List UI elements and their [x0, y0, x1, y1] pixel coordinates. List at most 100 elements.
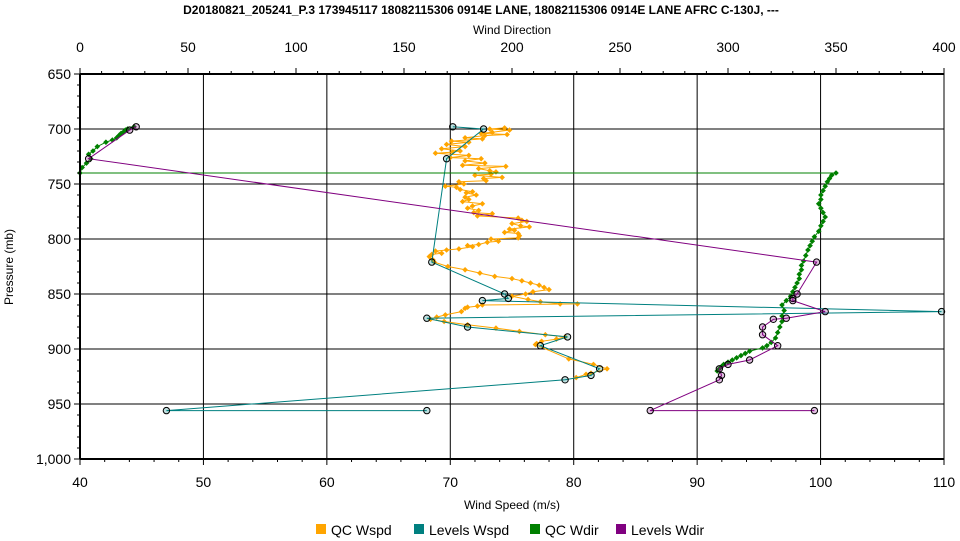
data-point-qc-wspd	[519, 278, 525, 284]
data-point-qc-wspd	[426, 253, 433, 260]
data-point-qc-wspd	[438, 146, 445, 152]
data-point-qc-wspd	[501, 125, 508, 131]
data-point-qc-wspd	[530, 289, 536, 295]
x-top-tick-label: 0	[76, 39, 84, 55]
data-point-levels-wdir	[724, 360, 732, 369]
x-top-tick-label: 150	[392, 39, 416, 55]
data-point-qc-wspd	[517, 223, 524, 229]
data-point-qc-wspd	[464, 242, 471, 249]
legend-item-qc-wdir: QC Wdir	[530, 522, 599, 538]
data-point-qc-wdir	[818, 196, 824, 203]
data-point-qc-wspd	[464, 205, 471, 211]
data-point-qc-wspd	[438, 250, 445, 257]
data-point-qc-wspd	[574, 301, 581, 307]
data-point-qc-wspd	[428, 251, 435, 258]
legend-swatch-levels-wdir	[616, 524, 626, 534]
data-point-qc-wdir	[798, 262, 805, 269]
series-levels-wdir	[84, 123, 829, 415]
data-point-qc-wspd	[433, 314, 440, 320]
series-line-levels-wspd	[166, 126, 942, 412]
data-point-levels-wspd	[595, 365, 604, 373]
y-tick-label: 850	[48, 286, 72, 302]
data-point-qc-wspd	[462, 158, 468, 164]
legend: QC Wspd Levels Wspd QC Wdir Levels Wdir	[316, 522, 704, 538]
data-point-qc-wdir	[729, 357, 736, 363]
x-top-tick-label: 400	[932, 39, 956, 55]
data-point-qc-wspd	[459, 198, 466, 205]
data-point-qc-wspd	[516, 328, 523, 335]
data-point-qc-wspd	[463, 190, 470, 196]
data-point-qc-wspd	[456, 179, 462, 185]
x-bottom-tick-label: 100	[809, 474, 833, 490]
data-point-qc-wdir	[796, 275, 803, 282]
data-point-qc-wdir	[818, 205, 824, 211]
legend-swatch-qc-wspd	[316, 524, 326, 534]
y-tick-label: 700	[48, 121, 72, 137]
data-point-qc-wdir	[94, 143, 101, 150]
data-point-qc-wspd	[499, 174, 505, 181]
data-point-levels-wspd	[463, 323, 472, 331]
data-point-levels-wspd	[428, 258, 436, 266]
data-point-qc-wspd	[522, 291, 529, 297]
data-point-levels-wdir	[821, 307, 829, 316]
data-point-qc-wspd	[493, 169, 499, 175]
data-point-levels-wdir	[758, 331, 767, 339]
data-point-qc-wdir	[118, 130, 124, 137]
data-point-qc-wspd	[525, 296, 531, 303]
legend-label-levels-wdir: Levels Wdir	[631, 522, 704, 538]
data-point-qc-wspd	[488, 236, 494, 242]
data-point-qc-wspd	[462, 267, 468, 273]
data-point-qc-wspd	[486, 168, 493, 174]
data-point-qc-wspd	[526, 224, 533, 230]
data-point-qc-wspd	[443, 141, 450, 148]
x-bottom-tick-label: 90	[689, 474, 705, 490]
data-point-qc-wspd	[466, 196, 472, 203]
y-tick-label: 1,000	[36, 451, 71, 467]
data-point-qc-wdir	[798, 267, 805, 273]
y-tick-label: 950	[48, 396, 72, 412]
data-point-qc-wspd	[495, 238, 502, 244]
data-point-qc-wdir	[820, 218, 826, 225]
data-point-qc-wdir	[746, 348, 753, 354]
data-point-levels-wdir	[812, 258, 821, 266]
data-point-levels-wdir	[793, 290, 801, 298]
data-point-qc-wspd	[469, 243, 476, 250]
data-point-qc-wspd	[604, 366, 610, 372]
data-point-levels-wdir	[646, 406, 654, 415]
data-point-qc-wspd	[472, 172, 478, 178]
data-point-qc-wspd	[466, 152, 472, 159]
x-bottom-tick-label: 40	[72, 474, 88, 490]
data-point-qc-wspd	[431, 259, 438, 265]
data-point-qc-wspd	[491, 273, 498, 280]
y-tick-label: 800	[48, 231, 72, 247]
legend-label-qc-wspd: QC Wspd	[331, 522, 392, 538]
x-top-tick-label: 200	[500, 39, 524, 55]
data-point-levels-wdir	[125, 126, 134, 134]
series-qc-wdir	[77, 124, 839, 374]
data-point-qc-wspd	[459, 162, 466, 169]
x-top-tick-label: 100	[284, 39, 308, 55]
data-point-qc-wspd	[546, 286, 552, 293]
data-point-qc-wspd	[489, 129, 496, 136]
data-point-levels-wdir	[715, 376, 724, 384]
data-point-qc-wdir	[794, 280, 800, 286]
data-point-qc-wdir	[824, 179, 831, 185]
data-point-qc-wspd	[536, 282, 542, 288]
data-point-qc-wspd	[483, 177, 489, 184]
data-point-qc-wspd	[484, 239, 491, 246]
data-point-qc-wdir	[779, 313, 785, 319]
data-point-qc-wdir	[811, 234, 818, 240]
data-point-qc-wspd	[442, 312, 449, 318]
x-bottom-tick-label: 60	[319, 474, 335, 490]
data-point-qc-wspd	[474, 303, 481, 309]
data-point-qc-wspd	[475, 241, 482, 248]
data-point-qc-wspd	[506, 226, 513, 232]
data-point-qc-wdir	[805, 247, 811, 253]
data-point-qc-wdir	[103, 139, 109, 145]
legend-label-levels-wspd: Levels Wspd	[429, 522, 509, 538]
legend-swatch-qc-wdir	[530, 524, 540, 534]
data-point-qc-wspd	[461, 181, 467, 187]
x-bottom-tick-label: 80	[566, 474, 582, 490]
bottom-axis-label: Wind Speed (m/s)	[464, 498, 560, 512]
